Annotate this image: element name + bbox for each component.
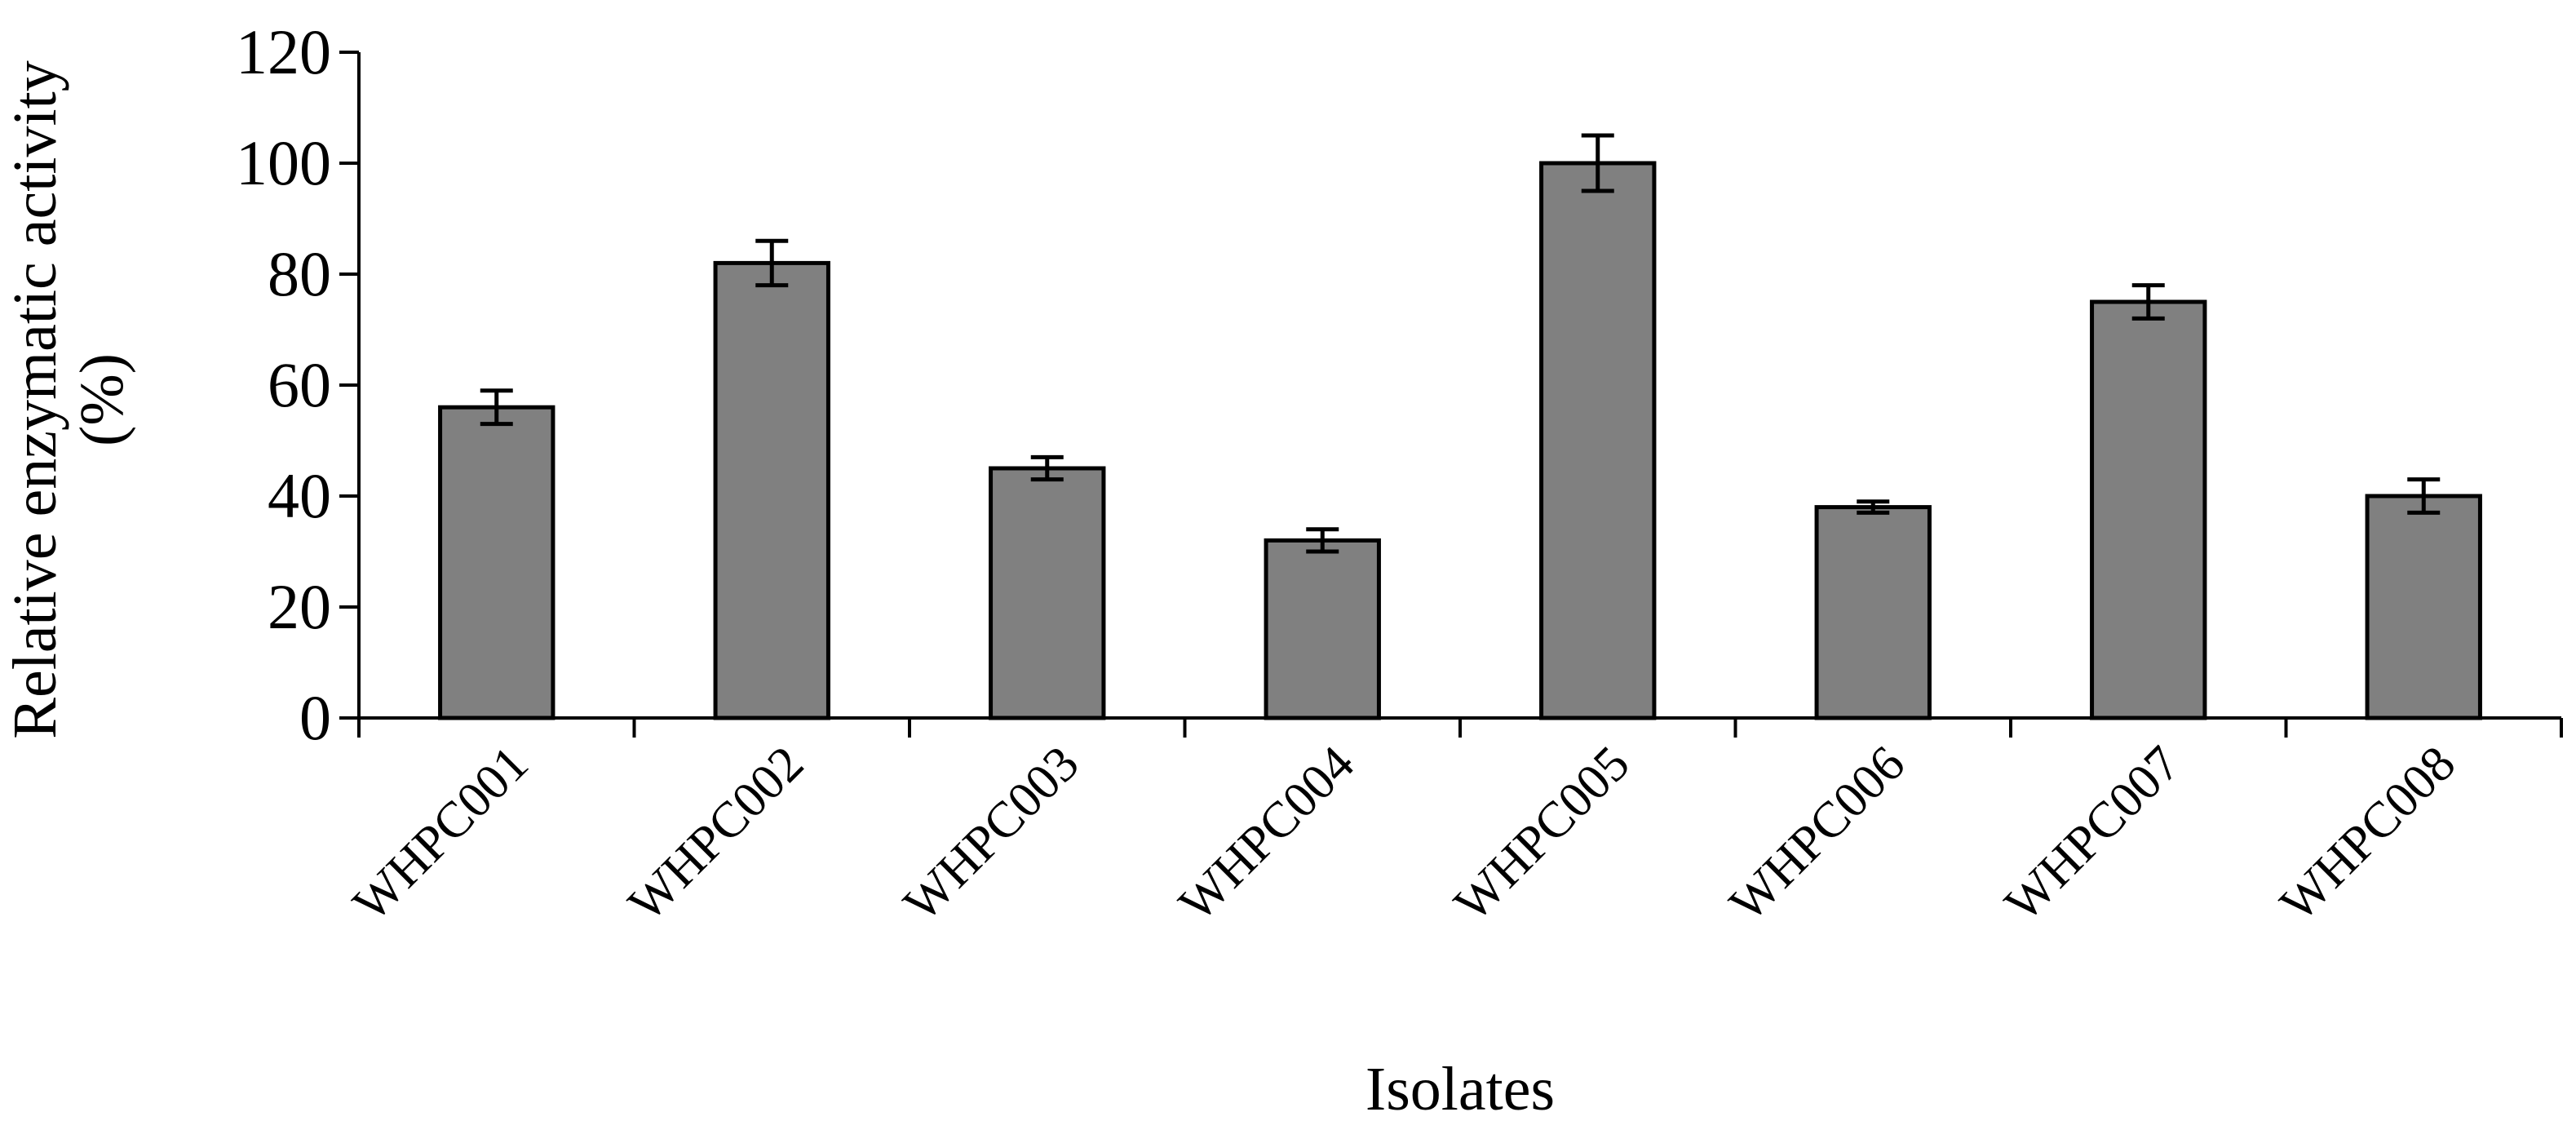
x-category-label: WHPC001 — [343, 736, 539, 933]
y-axis-title-line-2: (%) — [68, 353, 136, 446]
x-axis: WHPC001 WHPC002 WHPC003 WHPC004 WHPC005 WHPC0… — [343, 716, 2563, 933]
x-category-label: WHPC005 — [1444, 736, 1640, 933]
error-bar-whpc005 — [1581, 133, 1614, 193]
bars — [438, 161, 2482, 720]
x-axis-title: Isolates — [1365, 1055, 1555, 1121]
error-bar-whpc008 — [2407, 477, 2441, 515]
y-tick-label: 40 — [268, 460, 331, 531]
error-bar-whpc004 — [1306, 527, 1339, 554]
error-bar-whpc001 — [480, 388, 513, 427]
x-category-label: WHPC004 — [1169, 736, 1365, 933]
bar-whpc008 — [2365, 494, 2482, 720]
bar-whpc005 — [1539, 161, 1657, 720]
bar-whpc007 — [2090, 299, 2207, 720]
error-bar-whpc003 — [1030, 454, 1064, 482]
y-axis: 0 20 40 60 80 100 120 — [236, 16, 361, 753]
bar-whpc006 — [1814, 505, 1932, 720]
x-category-label: WHPC002 — [618, 736, 815, 933]
y-tick-label: 20 — [268, 571, 331, 642]
bar-whpc001 — [438, 405, 555, 720]
x-category-label: WHPC007 — [1994, 736, 2191, 933]
y-tick-label: 120 — [236, 16, 331, 87]
y-tick-label: 100 — [236, 127, 331, 198]
error-bars — [480, 133, 2441, 554]
bar-whpc003 — [989, 466, 1106, 720]
bar-whpc002 — [713, 260, 830, 720]
x-category-label: WHPC008 — [2270, 736, 2467, 933]
x-category-label: WHPC003 — [893, 736, 1090, 933]
y-tick-label: 80 — [268, 238, 331, 309]
y-tick-label: 60 — [268, 349, 331, 420]
error-bar-whpc006 — [1857, 499, 1890, 515]
bar-whpc004 — [1264, 538, 1381, 720]
error-bar-whpc002 — [755, 238, 789, 288]
y-axis-title-line-1: Relative enzymatic activity — [1, 60, 69, 738]
y-tick-label: 0 — [299, 682, 331, 753]
error-bar-whpc007 — [2131, 283, 2165, 321]
x-category-label: WHPC006 — [1720, 736, 1916, 933]
